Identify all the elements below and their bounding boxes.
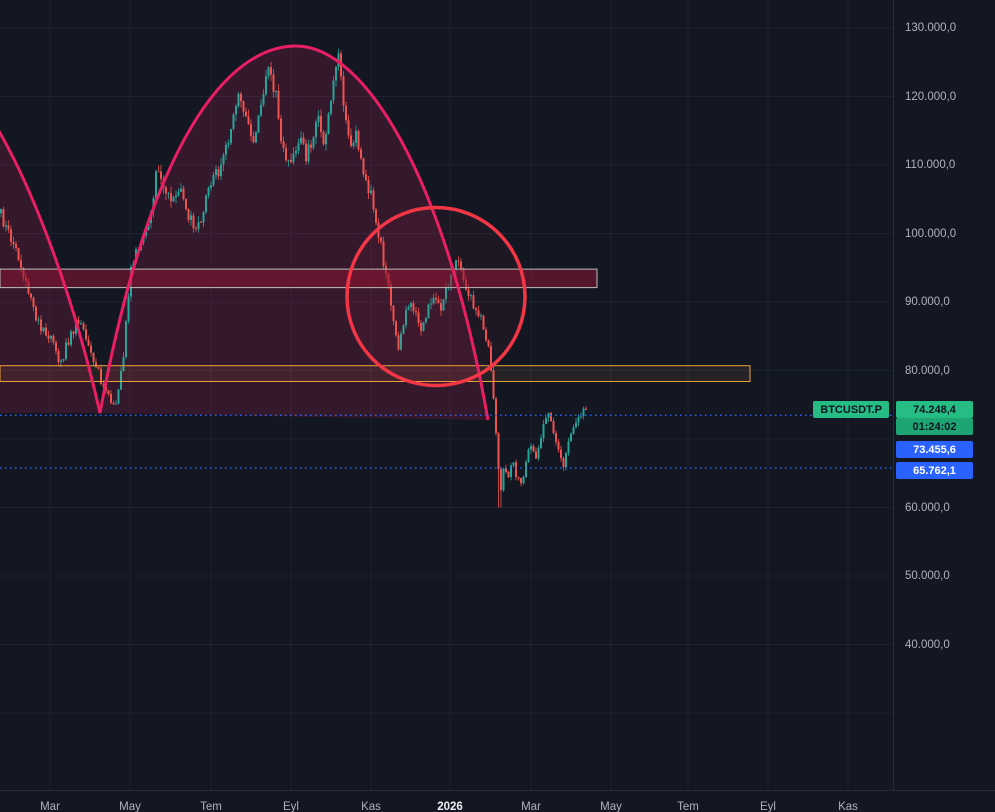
time-axis-label: Mar <box>40 801 60 812</box>
highlight-circle[interactable] <box>345 205 527 388</box>
price-axis-label: 130.000,0 <box>905 22 957 34</box>
price-axis-label: 80.000,0 <box>905 364 950 377</box>
candle-countdown-tag: 01:24:02 <box>896 418 973 436</box>
price-axis-label: 40.000,0 <box>905 638 950 651</box>
price-scale[interactable]: 130.000,0 120.000,0 110.000,0 100.000,0 90.0… <box>893 0 995 812</box>
cycle-curve[interactable] <box>0 44 490 421</box>
alert-price-tag-lower[interactable]: 65.762,1 <box>896 462 973 479</box>
time-axis-label: Eyl <box>283 801 299 812</box>
support-zone[interactable] <box>0 365 751 382</box>
price-axis-label: 120.000,0 <box>905 90 957 103</box>
time-axis-label: Mar <box>521 801 541 812</box>
gridlines <box>0 0 893 790</box>
price-axis-label: 110.000,0 <box>905 159 956 171</box>
time-axis-label: Kas <box>361 801 381 812</box>
time-axis-label: Kas <box>838 801 858 812</box>
time-axis-label: May <box>600 801 622 812</box>
time-axis-label-year: 2026 <box>437 801 463 812</box>
price-axis-label: 50.000,0 <box>905 570 950 582</box>
last-price-tag: 74.248,4 <box>896 401 973 419</box>
alert-price-tag-upper[interactable]: 73.455,6 <box>896 441 973 458</box>
time-scale[interactable]: Mar May Tem Eyl Kas 2026 Mar May Tem Eyl Kas <box>0 790 995 812</box>
time-axis-label: Tem <box>200 801 222 812</box>
price-axis-label: 90.000,0 <box>905 296 950 308</box>
supply-zone[interactable] <box>0 268 598 289</box>
cycle-curve-dome-fill <box>100 46 488 420</box>
price-axis-label: 100.000,0 <box>905 227 957 240</box>
time-axis-label: Tem <box>677 801 699 812</box>
chart-pane[interactable] <box>0 0 893 790</box>
price-axis-label: 60.000,0 <box>905 501 950 514</box>
time-axis-label: Eyl <box>760 801 776 812</box>
symbol-price-label: BTCUSDT.P <box>813 401 889 419</box>
time-axis-label: May <box>119 801 141 812</box>
